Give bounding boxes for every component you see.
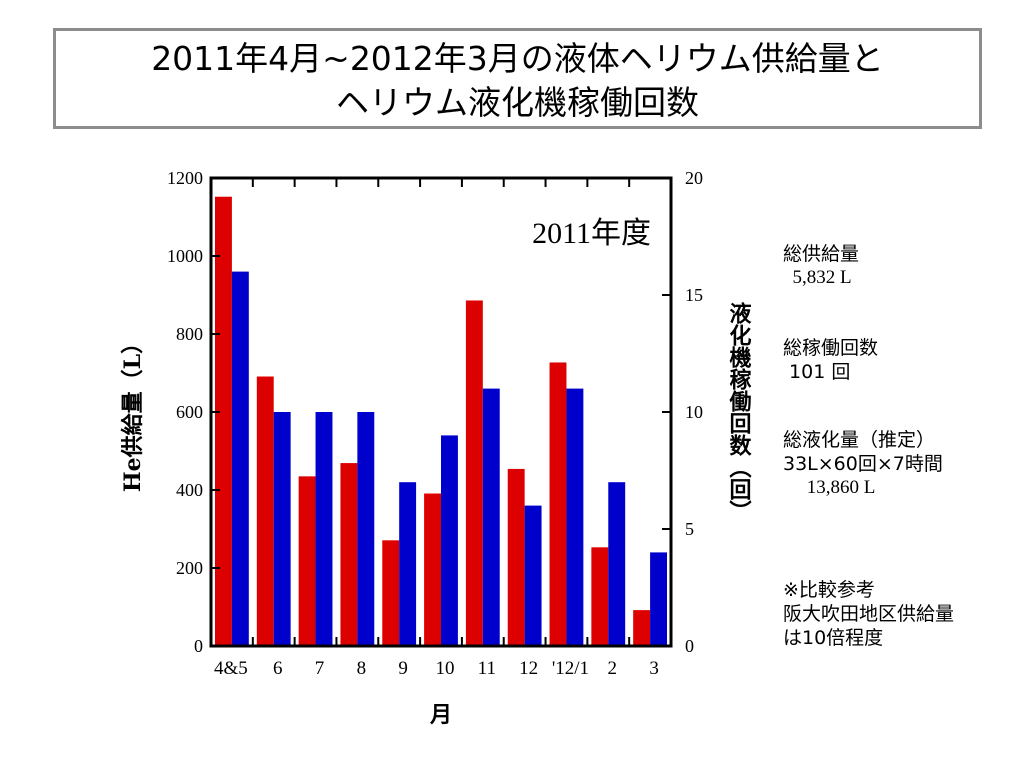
y-axis-label: He供給量（L） xyxy=(120,332,146,492)
y-tick-label: 800 xyxy=(176,324,203,344)
runs-bar xyxy=(524,505,542,646)
reference-line-2: 阪大吹田地区供給量 xyxy=(783,603,955,625)
y-tick-label: 0 xyxy=(194,636,203,656)
y2-tick-label: 15 xyxy=(685,285,703,305)
supply-bar xyxy=(633,610,651,646)
runs-bar xyxy=(608,482,626,646)
reference-note: ※比較参考 阪大吹田地区供給量 は10倍程度 xyxy=(783,578,954,650)
y2-tick-label: 5 xyxy=(685,519,694,539)
y2-tick-label: 10 xyxy=(685,402,703,422)
total-supply-note: 総供給量 5,832 L xyxy=(783,242,859,290)
y-tick-label: 1200 xyxy=(167,168,203,188)
total-runs-note: 総稼働回数 101 回 xyxy=(783,336,878,384)
y2-tick-label: 20 xyxy=(685,168,703,188)
x-tick-label: 2 xyxy=(608,658,618,679)
x-tick-label: 8 xyxy=(357,658,367,679)
x-tick-label: 11 xyxy=(478,658,496,679)
y-tick-label: 200 xyxy=(176,558,203,578)
supply-bar xyxy=(215,196,232,646)
x-tick-label: 7 xyxy=(315,658,325,679)
runs-bar xyxy=(357,412,375,646)
title-line-1: 2011年4月~2012年3月の液体ヘリウム供給量と xyxy=(151,39,884,78)
y-tick-label: 400 xyxy=(176,480,203,500)
y2-tick-label: 0 xyxy=(685,636,694,656)
supply-bar xyxy=(591,547,609,646)
runs-bar xyxy=(273,412,291,646)
total-liquefaction-formula: 33L×60回×7時間 xyxy=(783,453,943,475)
supply-bar xyxy=(507,468,525,646)
x-tick-label: 6 xyxy=(273,658,283,679)
supply-bar xyxy=(549,362,567,646)
supply-bar xyxy=(298,476,316,646)
x-axis-label: 月 xyxy=(429,703,452,728)
runs-bar xyxy=(482,388,500,646)
title-line-2: ヘリウム液化機稼働回数 xyxy=(336,83,699,122)
runs-bar xyxy=(650,552,667,646)
x-tick-label: 12 xyxy=(519,658,538,679)
runs-bar xyxy=(231,271,249,646)
total-runs-value: 101 回 xyxy=(783,361,851,383)
total-liquefaction-label: 総液化量（推定） xyxy=(783,429,936,451)
reference-line-3: は10倍程度 xyxy=(783,627,884,649)
supply-bar xyxy=(424,493,441,646)
y-tick-label: 1000 xyxy=(167,246,203,266)
total-liquefaction-value: 13,860 L xyxy=(783,477,876,498)
fiscal-year-annotation: 2011年度 xyxy=(532,217,651,250)
supply-bar xyxy=(340,463,358,646)
x-tick-label: 9 xyxy=(398,658,408,679)
x-tick-label: 3 xyxy=(649,658,659,679)
y2-axis-label: 液化機稼働回数（回） xyxy=(726,301,753,522)
total-runs-label: 総稼働回数 xyxy=(783,337,879,359)
runs-bar xyxy=(315,412,333,646)
x-tick-label: '12/1 xyxy=(552,658,589,679)
total-liquefaction-note: 総液化量（推定） 33L×60回×7時間 13,860 L xyxy=(783,428,943,500)
reference-line-1: ※比較参考 xyxy=(783,579,875,601)
slide-title: 2011年4月~2012年3月の液体ヘリウム供給量と ヘリウム液化機稼働回数 xyxy=(53,28,982,129)
runs-bar xyxy=(441,435,458,646)
x-tick-label: 10 xyxy=(436,658,455,679)
y-tick-label: 600 xyxy=(176,402,203,422)
supply-bar xyxy=(465,300,483,646)
runs-bar xyxy=(566,388,584,646)
total-supply-value: 5,832 L xyxy=(783,267,852,288)
supply-bar xyxy=(382,540,400,646)
x-tick-label: 4&5 xyxy=(214,658,248,679)
total-supply-label: 総供給量 xyxy=(783,243,860,265)
supply-bar xyxy=(256,376,274,646)
runs-bar xyxy=(399,482,417,646)
